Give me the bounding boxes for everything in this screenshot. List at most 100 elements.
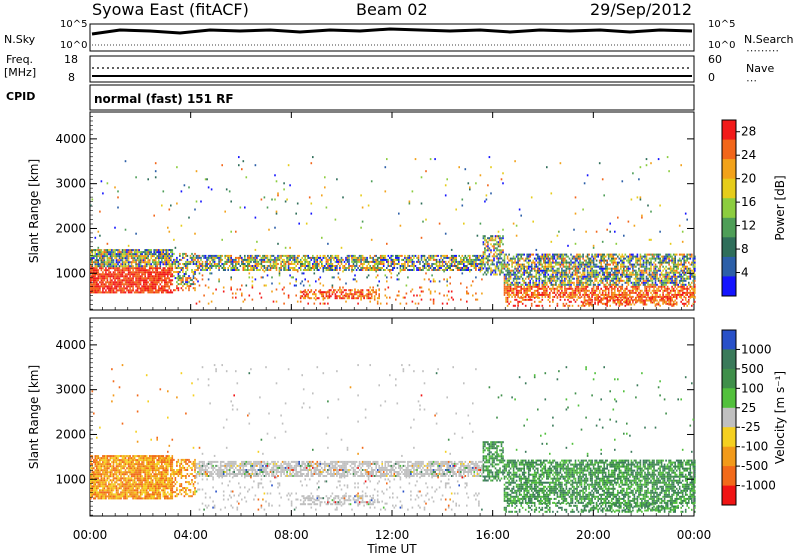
data-cell — [620, 303, 622, 306]
data-cell — [192, 260, 195, 263]
data-cell — [129, 291, 131, 294]
data-cell — [579, 291, 581, 294]
data-cell — [512, 269, 515, 272]
data-cell — [372, 265, 374, 267]
data-cell — [354, 293, 356, 296]
data-cell — [603, 253, 605, 256]
data-cell — [393, 265, 396, 267]
data-cell — [591, 255, 593, 258]
data-cell — [188, 275, 190, 278]
data-cell — [654, 283, 657, 286]
data-cell — [206, 269, 208, 271]
data-cell — [168, 281, 171, 284]
data-cell — [582, 289, 584, 292]
data-cell — [533, 291, 536, 294]
data-cell — [182, 269, 184, 271]
data-cell — [614, 273, 616, 276]
data-cell — [429, 158, 432, 161]
data-cell — [651, 271, 654, 274]
data-cell — [550, 257, 553, 260]
data-cell — [632, 301, 634, 304]
data-cell — [201, 260, 204, 263]
data-cell — [544, 253, 547, 256]
data-cell — [260, 263, 263, 265]
data-cell — [621, 298, 624, 301]
data-cell — [582, 267, 584, 270]
data-cell — [343, 260, 346, 263]
data-cell — [231, 260, 234, 263]
data-cell — [340, 289, 343, 292]
data-cell — [404, 263, 406, 265]
data-cell — [636, 287, 639, 290]
data-cell — [502, 172, 504, 175]
data-cell — [585, 265, 587, 268]
data-cell — [597, 287, 599, 290]
data-cell — [420, 298, 423, 301]
data-cell — [573, 291, 575, 294]
data-cell — [126, 273, 128, 276]
data-cell — [271, 198, 273, 201]
data-cell — [663, 289, 666, 292]
data-cell — [144, 257, 146, 260]
data-cell — [135, 285, 137, 288]
data-cell — [367, 295, 370, 298]
data-cell — [604, 277, 607, 280]
data-cell — [644, 253, 646, 256]
data-cell — [541, 283, 544, 286]
data-cell — [615, 293, 618, 296]
data-cell — [186, 260, 189, 263]
data-cell — [182, 254, 184, 257]
data-cell — [580, 281, 583, 284]
data-cell — [115, 281, 118, 284]
data-cell — [523, 295, 525, 298]
data-cell — [182, 277, 184, 280]
data-cell — [292, 258, 294, 261]
data-cell — [441, 269, 444, 271]
data-cell — [547, 295, 550, 298]
data-cell — [235, 258, 237, 261]
data-cell — [524, 271, 527, 274]
data-cell — [167, 255, 169, 258]
data-cell — [546, 271, 548, 274]
data-cell — [274, 265, 276, 267]
data-cell — [204, 284, 207, 287]
data-cell — [206, 178, 208, 181]
data-cell — [665, 269, 667, 272]
data-cell — [541, 295, 544, 298]
data-cell — [624, 253, 627, 256]
data-cell — [443, 278, 445, 281]
data-cell — [283, 260, 285, 263]
data-cell — [108, 253, 110, 256]
data-cell — [90, 249, 92, 252]
data-cell — [461, 267, 464, 269]
data-cell — [553, 269, 556, 272]
data-cell — [97, 289, 100, 292]
data-cell — [109, 291, 112, 294]
data-cell — [546, 261, 548, 264]
data-cell — [361, 295, 364, 298]
data-cell — [461, 269, 464, 271]
data-cell — [376, 302, 379, 305]
data-cell — [114, 249, 116, 252]
data-cell — [164, 279, 166, 282]
data-cell — [90, 204, 92, 207]
data-cell — [280, 254, 282, 257]
data-cell — [130, 279, 133, 282]
data-cell — [235, 267, 237, 269]
data-cell — [135, 176, 137, 179]
data-cell — [168, 249, 171, 252]
data-cell — [527, 261, 530, 264]
data-cell — [568, 275, 571, 278]
data-cell — [218, 263, 220, 265]
data-cell — [336, 269, 338, 271]
data-cell — [151, 259, 154, 262]
data-cell — [173, 263, 175, 265]
data-cell — [520, 263, 522, 266]
data-cell — [559, 261, 562, 264]
data-cell — [414, 302, 417, 305]
data-cell — [231, 265, 234, 267]
data-cell — [167, 275, 169, 278]
data-cell — [370, 260, 373, 263]
data-cell — [592, 275, 595, 278]
data-cell — [97, 285, 100, 288]
